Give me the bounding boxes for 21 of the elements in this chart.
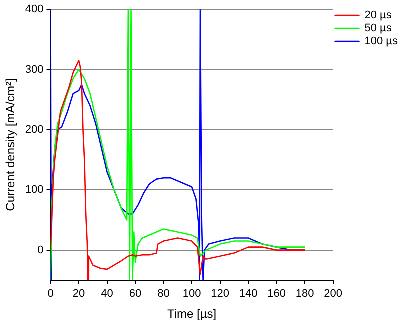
x-tick-label: 200 [324, 288, 342, 300]
x-tick-label: 0 [48, 288, 54, 300]
x-tick-label: 140 [239, 288, 258, 300]
x-tick-label: 40 [101, 288, 114, 300]
x-axis-title: Time [µs] [167, 307, 217, 322]
x-tick-label: 80 [158, 288, 170, 300]
y-tick-label: 300 [25, 64, 44, 76]
y-tick-label: 0 [38, 244, 44, 256]
x-tick-label: 160 [268, 288, 286, 300]
x-tick-label: 60 [129, 288, 142, 300]
legend-label: 20 µs [364, 10, 392, 22]
y-tick-label: 400 [25, 4, 44, 16]
x-tick-label: 20 [72, 288, 86, 300]
y-tick-label: 200 [25, 124, 44, 136]
y-axis-title: Current density [mA/cm²] [4, 78, 18, 212]
legend-label: 100 µs [364, 36, 398, 48]
y-tick-label: 100 [25, 184, 44, 196]
x-tick-label: 100 [182, 288, 202, 300]
legend-label: 50 µs [364, 22, 392, 35]
x-tick-label: 120 [211, 288, 230, 300]
x-tick-label: 180 [296, 288, 314, 300]
